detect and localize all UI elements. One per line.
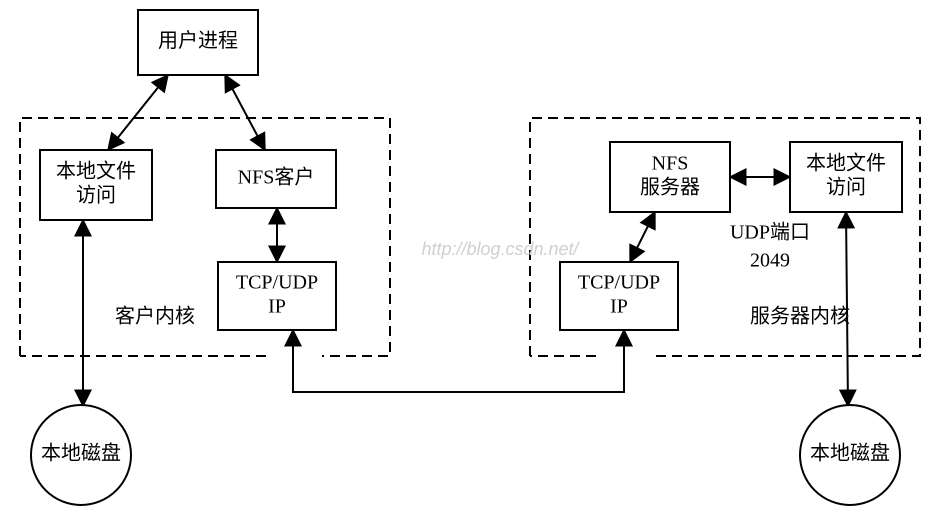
local-disk-server-label-0: 本地磁盘: [810, 442, 890, 465]
e-tcp-tcp: [293, 330, 624, 392]
local-file-client-label-0: 本地文件: [56, 160, 136, 183]
nfs-architecture-diagram: 用户进程本地文件访问NFS客户TCP/UDPIPNFS服务器本地文件访问TCP/…: [0, 0, 933, 516]
local-disk-server: 本地磁盘: [800, 405, 900, 505]
e-user-localfile: [108, 75, 168, 150]
local-file-server-label-0: 本地文件: [806, 152, 886, 175]
tcp-udp-server: TCP/UDPIP: [560, 262, 678, 330]
local-file-server: 本地文件访问: [790, 142, 902, 212]
tcp-udp-server-label-1: IP: [610, 296, 628, 318]
watermark: http://blog.csdn.net/: [421, 239, 580, 259]
tcp-udp-server-label-0: TCP/UDP: [578, 272, 660, 294]
nfs-server-label-0: NFS: [652, 153, 689, 175]
e-user-nfsclient: [225, 75, 265, 150]
udp-port-label-1: UDP端口: [730, 221, 810, 244]
nfs-server: NFS服务器: [610, 142, 730, 212]
client-kernel-label: 客户内核: [115, 305, 195, 328]
tcp-udp-client-label-0: TCP/UDP: [236, 272, 318, 294]
nfs-client: NFS客户: [216, 150, 336, 208]
tcp-udp-client-label-1: IP: [268, 296, 286, 318]
local-file-client: 本地文件访问: [40, 150, 152, 220]
e-nfsserver-tcp: [630, 212, 655, 262]
user-process-label-0: 用户进程: [158, 29, 238, 52]
user-process: 用户进程: [138, 10, 258, 75]
local-disk-client: 本地磁盘: [31, 405, 131, 505]
local-file-server-label-1: 访问: [826, 176, 866, 199]
udp-port-label-2: 2049: [750, 250, 790, 272]
server-kernel-label: 服务器内核: [750, 305, 850, 328]
tcp-udp-client: TCP/UDPIP: [218, 262, 336, 330]
local-disk-client-label-0: 本地磁盘: [41, 442, 121, 465]
local-file-client-label-1: 访问: [76, 184, 116, 207]
nfs-server-label-1: 服务器: [640, 176, 700, 199]
nfs-client-label-0: NFS客户: [238, 166, 315, 189]
